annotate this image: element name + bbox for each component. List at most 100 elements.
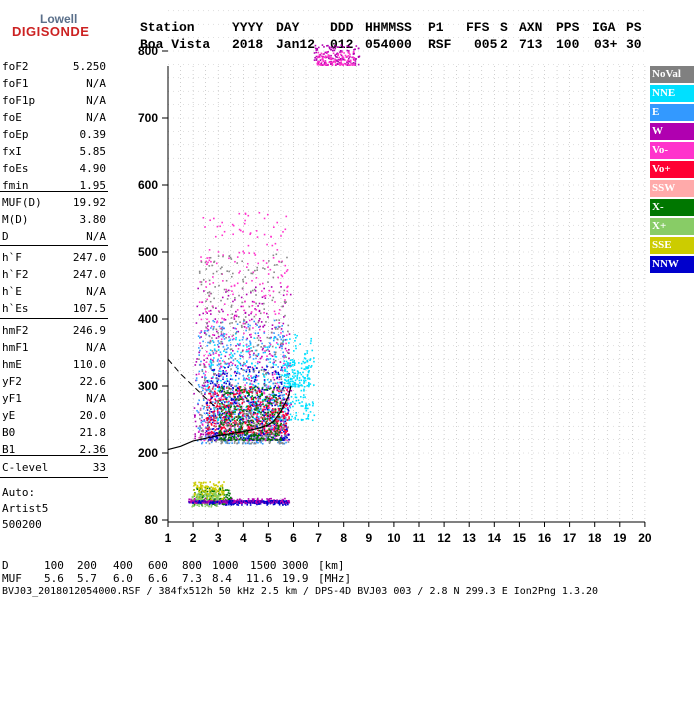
echo-point: [330, 46, 333, 49]
echo-point: [209, 292, 212, 295]
echo-point: [259, 407, 262, 410]
echo-point: [243, 222, 246, 225]
echo-point: [283, 382, 286, 384]
echo-point: [213, 410, 216, 413]
param-value: 33: [92, 461, 106, 474]
echo-point: [214, 286, 216, 288]
echo-point: [264, 294, 267, 297]
echo-point: [250, 414, 253, 417]
es-trace-point: [277, 501, 280, 504]
param-label: h`F: [2, 251, 22, 264]
echo-point: [266, 408, 269, 411]
echo-point: [309, 358, 312, 360]
echo-point: [257, 343, 260, 346]
echo-point: [353, 57, 356, 59]
echo-point: [279, 440, 282, 443]
echo-point: [291, 361, 294, 363]
echo-point: [233, 442, 236, 444]
echo-point: [216, 402, 219, 405]
echo-point: [231, 322, 233, 324]
echo-point: [213, 408, 216, 411]
echo-point: [261, 282, 264, 285]
echo-point: [263, 419, 265, 422]
echo-point: [286, 293, 288, 296]
echo-point: [210, 422, 213, 425]
echo-point: [275, 427, 277, 430]
echo-point: [243, 320, 245, 322]
echo-point: [343, 52, 345, 54]
echo-point: [241, 326, 243, 329]
echo-point: [275, 373, 278, 375]
es-trace-point: [278, 502, 281, 505]
echo-point: [232, 359, 235, 362]
echo-point: [222, 346, 225, 348]
echo-point: [279, 419, 282, 421]
echo-point: [279, 427, 282, 430]
echo-point: [228, 424, 231, 426]
echo-point: [247, 408, 250, 411]
echo-point: [220, 407, 223, 410]
echo-point: [209, 431, 212, 434]
echo-point: [282, 396, 285, 399]
echo-point: [250, 311, 253, 313]
echo-point: [256, 400, 259, 403]
echo-point: [245, 406, 248, 409]
echo-point: [271, 299, 274, 302]
echo-point: [248, 406, 250, 408]
echo-point: [202, 407, 205, 410]
echo-point: [251, 279, 253, 282]
echo-point: [251, 377, 253, 379]
echo-point: [255, 349, 258, 352]
echo-point: [278, 376, 281, 378]
echo-point: [226, 362, 229, 365]
echo-point: [322, 64, 325, 66]
echo-point: [277, 434, 279, 437]
echo-point: [230, 425, 232, 428]
echo-point: [200, 482, 203, 484]
echo-point: [214, 413, 216, 415]
param-label: yF2: [2, 375, 22, 388]
echo-point: [245, 416, 248, 419]
echo-point: [249, 411, 252, 413]
echo-point: [324, 60, 327, 63]
echo-point: [251, 395, 254, 397]
es-trace-point: [251, 500, 253, 503]
echo-point: [212, 359, 214, 362]
echo-point: [227, 347, 229, 349]
echo-point: [263, 404, 266, 407]
echo-point: [354, 48, 356, 51]
echo-point: [285, 422, 288, 425]
echo-point: [222, 409, 225, 411]
echo-point: [239, 386, 242, 388]
echo-point: [224, 498, 227, 501]
echo-point: [269, 410, 272, 413]
echo-point: [230, 388, 232, 390]
echo-point: [285, 350, 288, 352]
echo-point: [221, 403, 224, 405]
echo-point: [220, 333, 223, 335]
echo-point: [282, 351, 284, 354]
logo-lowell: Lowell: [40, 12, 78, 26]
echo-point: [219, 412, 222, 415]
es-trace-point: [191, 500, 194, 503]
distance-value: 1500: [250, 559, 277, 572]
echo-point: [252, 387, 254, 390]
echo-point: [294, 362, 296, 364]
echo-point: [228, 503, 230, 506]
echo-point: [303, 382, 305, 384]
echo-point: [264, 411, 267, 414]
echo-point: [253, 315, 256, 318]
echo-point: [300, 367, 303, 370]
echo-point: [239, 229, 242, 232]
echo-point: [259, 404, 262, 407]
echo-point: [215, 321, 218, 324]
echo-point: [218, 342, 221, 345]
echo-point: [201, 435, 203, 438]
echo-point: [221, 395, 223, 398]
echo-point: [279, 344, 282, 346]
echo-point: [274, 432, 277, 434]
echo-point: [250, 387, 253, 390]
echo-point: [249, 387, 251, 389]
echo-point: [203, 420, 206, 422]
echo-point: [269, 357, 272, 360]
